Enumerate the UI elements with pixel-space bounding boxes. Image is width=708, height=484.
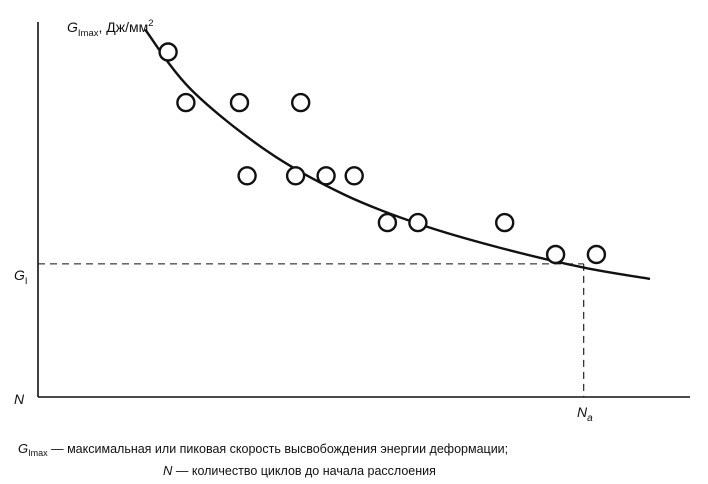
legend-line-2: N — количество циклов до начала расслоен… [163,463,436,478]
data-point-4 [237,166,257,186]
gi-label: GI [14,267,28,287]
data-point-13 [586,244,607,265]
origin-n-label: N [14,391,25,407]
fit-curve [144,28,651,281]
data-point-6 [285,166,306,186]
data-point-7 [316,166,336,186]
chart: GImax, Дж/мм2 GI N Na [14,18,690,424]
data-point-12 [545,244,566,265]
y-axis-title: GImax, Дж/мм2 [67,18,154,39]
data-point-5 [291,92,311,113]
data-points [158,42,607,265]
data-point-11 [495,212,515,233]
na-label: Na [577,404,593,424]
data-point-9 [377,212,398,233]
data-point-2 [176,92,196,113]
data-point-8 [344,166,364,186]
legend-line-1: GImax — максимальная или пиковая скорост… [18,441,509,458]
data-point-10 [408,212,428,233]
data-point-3 [229,92,250,113]
data-point-1 [158,42,178,62]
